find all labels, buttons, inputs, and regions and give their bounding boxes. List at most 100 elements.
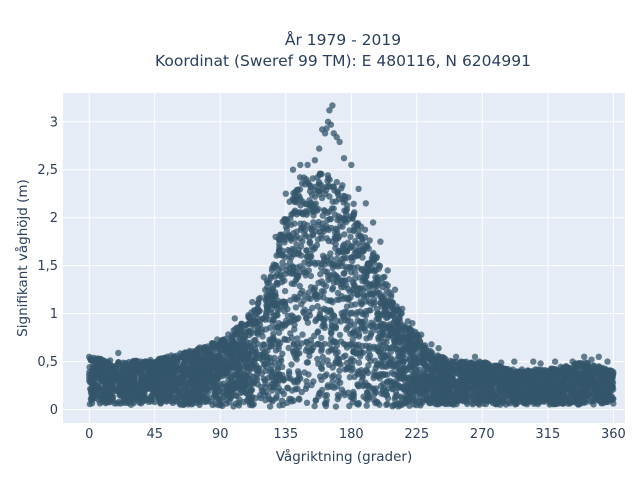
scatter-point — [288, 211, 295, 218]
scatter-point — [414, 350, 421, 357]
scatter-point — [309, 304, 316, 312]
scatter-point — [109, 386, 117, 393]
scatter-point — [381, 363, 388, 370]
scatter-point — [419, 346, 426, 353]
scatter-point — [405, 375, 413, 382]
scatter-point — [303, 399, 311, 406]
scatter-point — [517, 369, 524, 377]
scatter-point — [320, 185, 327, 192]
scatter-point — [505, 370, 512, 378]
scatter-point — [315, 340, 322, 347]
scatter-point — [350, 200, 357, 207]
scatter-point — [605, 382, 612, 390]
scatter-point — [278, 397, 286, 404]
scatter-point — [413, 360, 421, 367]
scatter-point — [419, 353, 426, 360]
scatter-point — [303, 359, 311, 366]
scatter-point — [260, 341, 267, 349]
scatter-point — [366, 343, 373, 350]
scatter-point — [268, 339, 275, 346]
scatter-point — [435, 383, 442, 390]
scatter-point — [188, 398, 195, 405]
scatter-point — [338, 185, 345, 192]
scatter-point — [344, 296, 352, 303]
scatter-point — [261, 367, 269, 375]
scatter-point — [127, 377, 135, 385]
scatter-point — [610, 370, 617, 377]
scatter-point — [331, 346, 339, 353]
scatter-point — [329, 373, 336, 381]
scatter-point — [455, 383, 463, 390]
scatter-point — [292, 304, 300, 311]
scatter-point — [423, 365, 430, 372]
scatter-point — [361, 234, 369, 241]
scatter-point — [236, 375, 243, 383]
scatter-point — [354, 220, 362, 227]
scatter-point — [281, 308, 288, 315]
scatter-point — [340, 353, 347, 361]
scatter-point — [335, 355, 342, 363]
scatter-point — [280, 390, 288, 398]
scatter-point — [356, 353, 364, 360]
scatter-point — [299, 331, 306, 338]
scatter-point — [303, 339, 310, 346]
scatter-point — [319, 359, 326, 366]
scatter-point — [402, 326, 410, 333]
scatter-point — [119, 382, 127, 389]
scatter-point — [147, 372, 155, 379]
scatter-point — [319, 224, 326, 231]
scatter-point — [324, 216, 331, 224]
scatter-point — [303, 208, 310, 215]
scatter-point — [511, 375, 518, 383]
scatter-point — [356, 274, 363, 281]
scatter-point — [591, 378, 599, 385]
scatter-point — [363, 335, 370, 342]
scatter-point — [319, 212, 326, 219]
scatter-point — [120, 372, 127, 379]
scatter-point — [310, 378, 317, 385]
scatter-point — [345, 389, 352, 396]
scatter-point — [406, 402, 413, 409]
scatter-point — [262, 286, 269, 294]
scatter-point — [332, 198, 339, 205]
scatter-point — [234, 381, 241, 388]
scatter-point — [284, 312, 292, 320]
scatter-point — [262, 326, 270, 333]
scatter-point — [209, 340, 216, 347]
scatter-point — [333, 255, 340, 263]
scatter-point — [153, 392, 160, 399]
scatter-point — [503, 382, 510, 390]
scatter-point — [300, 265, 307, 272]
scatter-point — [329, 238, 336, 245]
scatter-point — [237, 369, 244, 376]
scatter-point — [301, 181, 308, 188]
scatter-point — [524, 378, 531, 385]
scatter-point — [328, 260, 336, 267]
scatter-point — [97, 391, 104, 398]
scatter-point — [233, 392, 240, 399]
scatter-point — [361, 226, 369, 233]
scatter-point — [364, 292, 371, 299]
scatter-point — [313, 241, 321, 249]
scatter-point — [291, 326, 298, 333]
scatter-point — [453, 389, 460, 396]
scatter-point — [350, 290, 358, 297]
scatter-point — [305, 260, 312, 268]
scatter-point — [181, 386, 189, 394]
scatter-point — [509, 366, 517, 373]
scatter-point — [399, 357, 406, 365]
scatter-point — [293, 241, 300, 248]
scatter-point — [373, 316, 380, 323]
scatter-point — [148, 392, 156, 399]
scatter-point — [282, 217, 289, 225]
scatter-point — [366, 237, 373, 244]
scatter-point — [485, 390, 493, 397]
scatter-point — [286, 258, 294, 265]
scatter-point — [115, 360, 122, 367]
scatter-point — [391, 361, 398, 368]
scatter-point — [288, 395, 295, 403]
scatter-point — [188, 381, 195, 388]
scatter-point — [279, 259, 286, 266]
scatter-point — [296, 373, 303, 381]
